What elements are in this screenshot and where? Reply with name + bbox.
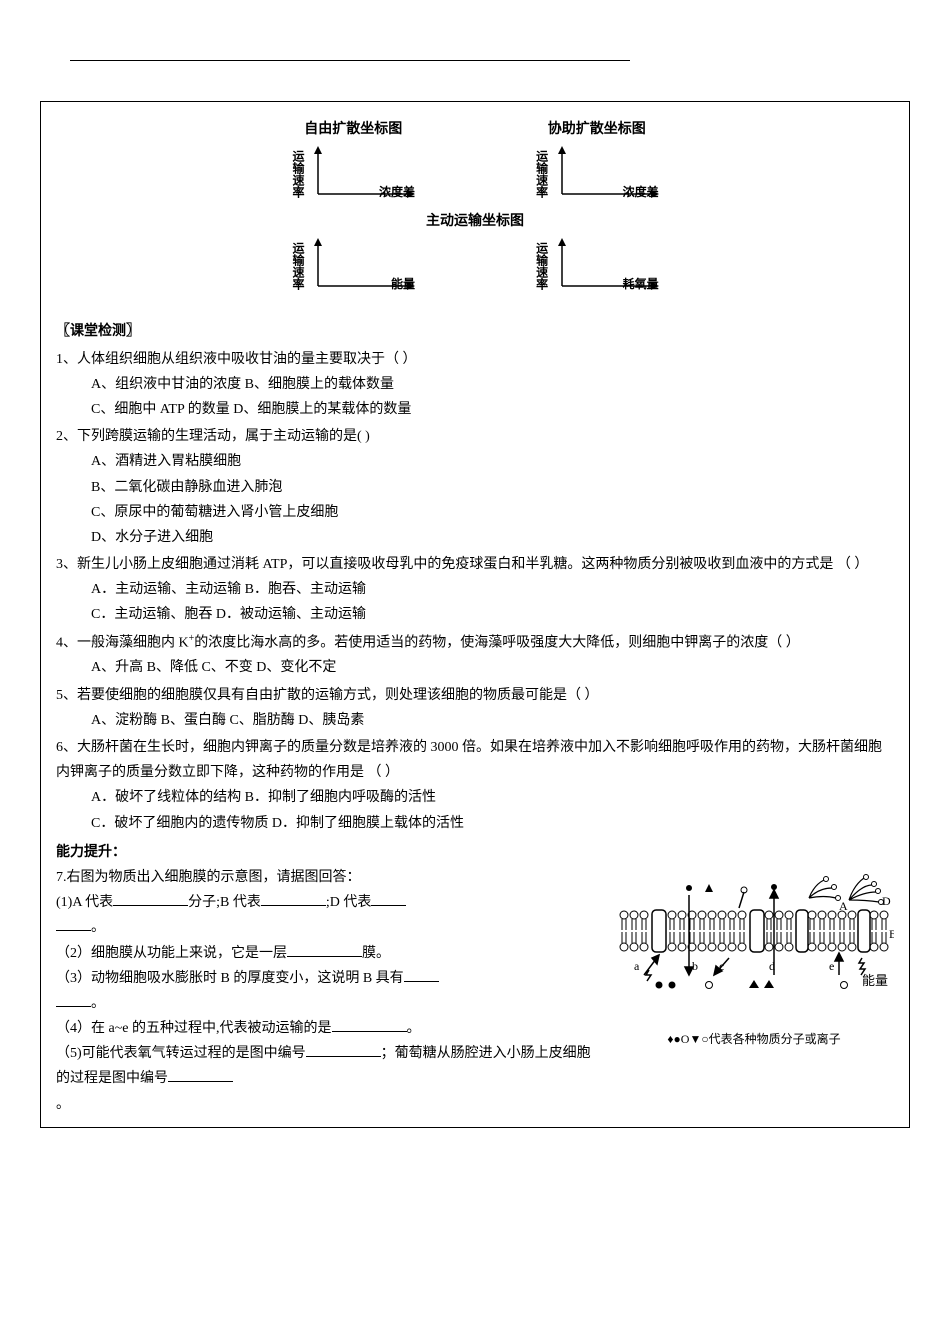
membrane-bilayer — [620, 910, 888, 952]
q6-opts-cd: C．破坏了细胞内的遗传物质 D．抑制了细胞膜上载体的活性 — [56, 811, 894, 836]
chart-active-transport-oxygen: 运输速率 耗氧量 — [530, 238, 664, 293]
chart2-ylabel: 运输速率 — [530, 150, 552, 198]
chart2-title: 协助扩散坐标图 — [530, 117, 664, 142]
chart3-ylabel: 运输速率 — [286, 242, 308, 290]
q7-part4: （4）在 a~e 的五种过程中,代表被动运输的是。 — [56, 1016, 604, 1041]
q2-opt-c: C、原尿中的葡萄糖进入肾小管上皮细胞 — [56, 500, 894, 525]
ability-header: 能力提升： — [56, 840, 894, 865]
q5-stem: 5、若要使细胞的细胞膜仅具有自由扩散的运输方式，则处理该细胞的物质最可能是（ ） — [56, 683, 894, 708]
chart2-xlabel: 浓度差 — [623, 182, 659, 204]
chart4-xlabel: 耗氧量 — [623, 274, 659, 296]
header-rule — [70, 60, 630, 61]
content-box: 自由扩散坐标图 运输速率 浓度差 协助扩散坐标图 — [40, 101, 910, 1128]
label-a: a — [634, 959, 640, 973]
chart-active-transport-energy: 运输速率 能量 — [286, 238, 420, 293]
q1-opts-cd: C、细胞中 ATP 的数量 D、细胞膜上的某载体的数量 — [56, 397, 894, 422]
label-b: b — [692, 959, 698, 973]
q7-part3: （3）动物细胞吸水膨胀时 B 的厚度变小，这说明 B 具有。 — [56, 966, 604, 1016]
label-e: e — [829, 959, 834, 973]
label-d: d — [769, 959, 775, 973]
q3-stem: 3、新生儿小肠上皮细胞通过消耗 ATP，可以直接吸收母乳中的免疫球蛋白和半乳糖。… — [56, 552, 894, 577]
chart1-title: 自由扩散坐标图 — [286, 117, 420, 142]
q5-opts: A、淀粉酶 B、蛋白酶 C、脂肪酶 D、胰岛素 — [56, 708, 894, 733]
q4-stem: 4、一般海藻细胞内 K+的浓度比海水高的多。若使用适当的药物，使海藻呼吸强度大大… — [56, 630, 894, 656]
q1-stem: 1、人体组织细胞从组织液中吸收甘油的量主要取决于（ ） — [56, 347, 894, 372]
chart3-xlabel: 能量 — [391, 274, 415, 296]
q6-stem: 6、大肠杆菌在生长时，细胞内钾离子的质量分数是培养液的 3000 倍。如果在培养… — [56, 735, 894, 785]
q7-text: 7.右图为物质出入细胞膜的示意图，请据图回答： (1)A 代表分子;B 代表;D… — [56, 865, 604, 1117]
chart1-xlabel: 浓度差 — [379, 182, 415, 204]
q6-opts-ab: A．破坏了线粒体的结构 B．抑制了细胞内呼吸酶的活性 — [56, 785, 894, 810]
q2-opt-b: B、二氧化碳由静脉血进入肺泡 — [56, 475, 894, 500]
q7-part2: （2）细胞膜从功能上来说，它是一层膜。 — [56, 941, 604, 966]
q3-opts-ab: A．主动运输、主动运输 B．胞吞、主动运输 — [56, 577, 894, 602]
label-D: D — [882, 894, 891, 908]
question-1: 1、人体组织细胞从组织液中吸收甘油的量主要取决于（ ） A、组织液中甘油的浓度 … — [56, 347, 894, 423]
question-2: 2、下列跨膜运输的生理活动，属于主动运输的是( ) A、酒精进入胃粘膜细胞 B、… — [56, 424, 894, 550]
chart3-title: 主动运输坐标图 — [56, 209, 894, 234]
q2-opt-a: A、酒精进入胃粘膜细胞 — [56, 449, 894, 474]
q3-opts-cd: C．主动运输、胞吞 D．被动运输、主动运输 — [56, 602, 894, 627]
chart4-ylabel: 运输速率 — [530, 242, 552, 290]
label-energy: 能量 — [862, 973, 888, 988]
chart-facilitated-diffusion: 协助扩散坐标图 运输速率 浓度差 — [530, 117, 664, 201]
chart1-ylabel: 运输速率 — [286, 150, 308, 198]
question-6: 6、大肠杆菌在生长时，细胞内钾离子的质量分数是培养液的 3000 倍。如果在培养… — [56, 735, 894, 836]
molecule-legend: ♦●O▼○代表各种物质分子或离子 — [614, 1029, 894, 1051]
question-3: 3、新生儿小肠上皮细胞通过消耗 ATP，可以直接吸收母乳中的免疫球蛋白和半乳糖。… — [56, 552, 894, 628]
label-c: c — [719, 959, 724, 973]
section-quiz-header: 〖课堂检测〗 — [56, 319, 894, 344]
q7-stem: 7.右图为物质出入细胞膜的示意图，请据图回答： — [56, 865, 604, 890]
q7-part5: （5)可能代表氧气转运过程的是图中编号；葡萄糖从肠腔进入小肠上皮细胞的过程是图中… — [56, 1041, 604, 1117]
q4-opts: A、升高 B、降低 C、不变 D、变化不定 — [56, 655, 894, 680]
membrane-diagram: A D — [614, 870, 894, 1051]
question-7: 7.右图为物质出入细胞膜的示意图，请据图回答： (1)A 代表分子;B 代表;D… — [56, 865, 894, 1117]
charts-section: 自由扩散坐标图 运输速率 浓度差 协助扩散坐标图 — [56, 112, 894, 311]
q1-opts-ab: A、组织液中甘油的浓度 B、细胞膜上的载体数量 — [56, 372, 894, 397]
question-5: 5、若要使细胞的细胞膜仅具有自由扩散的运输方式，则处理该细胞的物质最可能是（ ）… — [56, 683, 894, 733]
q2-opt-d: D、水分子进入细胞 — [56, 525, 894, 550]
question-4: 4、一般海藻细胞内 K+的浓度比海水高的多。若使用适当的药物，使海藻呼吸强度大大… — [56, 630, 894, 681]
chart-free-diffusion: 自由扩散坐标图 运输速率 浓度差 — [286, 117, 420, 201]
q2-stem: 2、下列跨膜运输的生理活动，属于主动运输的是( ) — [56, 424, 894, 449]
q7-part1: (1)A 代表分子;B 代表;D 代表。 — [56, 890, 604, 940]
label-B: B — [889, 927, 894, 941]
